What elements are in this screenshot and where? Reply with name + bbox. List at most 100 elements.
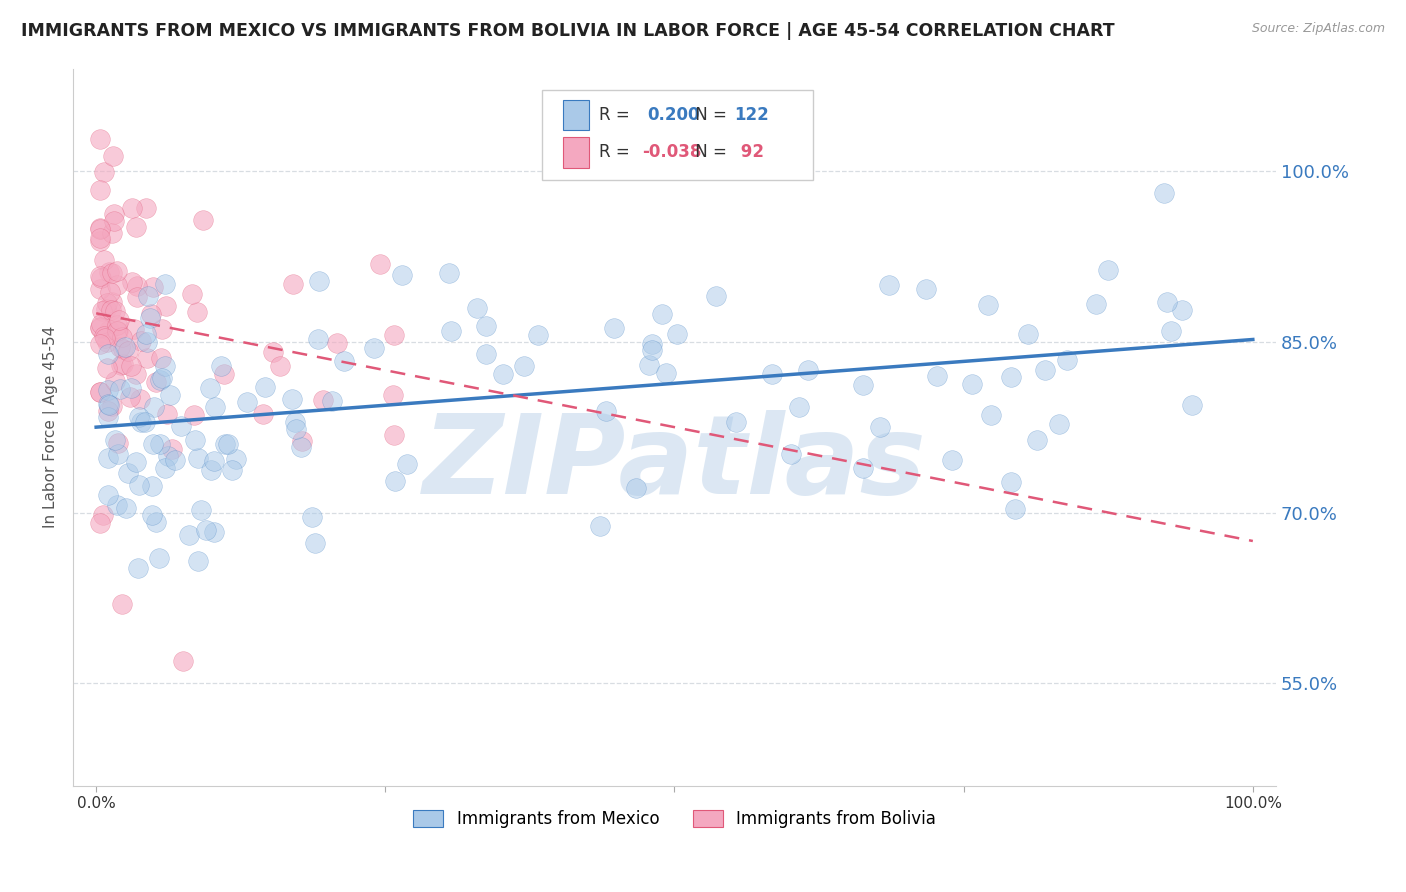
Point bbox=[186, 305, 208, 319]
Point bbox=[184, 433, 207, 447]
Point bbox=[89, 320, 111, 334]
Point bbox=[97, 409, 120, 424]
Point bbox=[787, 400, 810, 414]
Point bbox=[180, 287, 202, 301]
Point bbox=[101, 226, 124, 240]
Text: R =: R = bbox=[599, 106, 634, 124]
Point bbox=[129, 334, 152, 348]
Point bbox=[108, 313, 131, 327]
Point bbox=[105, 263, 128, 277]
Point bbox=[136, 289, 159, 303]
Point bbox=[308, 274, 330, 288]
Point bbox=[382, 388, 405, 402]
Point bbox=[97, 403, 120, 417]
Point bbox=[1153, 186, 1175, 201]
Point bbox=[89, 132, 111, 146]
Point bbox=[103, 149, 125, 163]
Point bbox=[121, 275, 143, 289]
Point bbox=[797, 363, 820, 377]
Point bbox=[96, 296, 118, 310]
Point bbox=[97, 450, 120, 465]
Point bbox=[960, 377, 983, 392]
Point bbox=[1097, 263, 1119, 277]
Point bbox=[97, 397, 120, 411]
Bar bbox=[562, 137, 589, 168]
Point bbox=[382, 427, 405, 442]
Point bbox=[927, 369, 949, 384]
Point bbox=[134, 415, 156, 429]
Point bbox=[111, 357, 134, 371]
Point bbox=[1181, 398, 1204, 412]
Text: R =: R = bbox=[599, 144, 634, 161]
Point bbox=[105, 318, 128, 333]
Point bbox=[869, 420, 891, 434]
Y-axis label: In Labor Force | Age 45-54: In Labor Force | Age 45-54 bbox=[44, 326, 59, 528]
Point bbox=[129, 415, 152, 429]
Point bbox=[153, 277, 176, 292]
Point bbox=[91, 508, 114, 523]
Point bbox=[1171, 302, 1194, 317]
Point bbox=[281, 277, 304, 291]
Point bbox=[89, 282, 111, 296]
Point bbox=[127, 561, 149, 575]
Point bbox=[1156, 295, 1178, 310]
Point bbox=[127, 289, 149, 303]
Point bbox=[139, 307, 162, 321]
Point bbox=[93, 328, 115, 343]
Point bbox=[439, 266, 461, 280]
Point bbox=[89, 234, 111, 248]
Point bbox=[326, 336, 349, 351]
Point bbox=[301, 510, 323, 524]
Point bbox=[187, 450, 209, 465]
Point bbox=[914, 282, 936, 296]
Point bbox=[156, 449, 179, 463]
Point bbox=[90, 317, 112, 331]
Point bbox=[179, 528, 201, 542]
Point bbox=[97, 488, 120, 502]
Point bbox=[117, 466, 139, 480]
Point bbox=[475, 319, 498, 334]
Point bbox=[91, 304, 114, 318]
Point bbox=[96, 360, 118, 375]
Point bbox=[118, 390, 141, 404]
Point bbox=[512, 359, 534, 374]
Point bbox=[225, 451, 247, 466]
Point bbox=[156, 407, 179, 421]
Point bbox=[115, 500, 138, 515]
Point bbox=[263, 345, 285, 359]
Point bbox=[384, 475, 406, 489]
Point bbox=[217, 437, 239, 451]
Point bbox=[290, 440, 312, 454]
Point bbox=[281, 392, 304, 406]
Point bbox=[89, 384, 111, 399]
Point bbox=[148, 551, 170, 566]
Point bbox=[589, 519, 612, 533]
Point bbox=[877, 277, 900, 292]
Point bbox=[852, 378, 875, 392]
Point bbox=[1084, 297, 1107, 311]
Point bbox=[852, 461, 875, 475]
Point bbox=[214, 437, 236, 451]
Point bbox=[236, 395, 259, 409]
Point bbox=[94, 331, 117, 345]
Text: ZIPatlas: ZIPatlas bbox=[423, 409, 927, 516]
Point bbox=[98, 285, 121, 299]
Point bbox=[105, 499, 128, 513]
Point bbox=[761, 368, 783, 382]
Bar bbox=[562, 100, 589, 130]
Point bbox=[1056, 353, 1078, 368]
Text: IMMIGRANTS FROM MEXICO VS IMMIGRANTS FROM BOLIVIA IN LABOR FORCE | AGE 45-54 COR: IMMIGRANTS FROM MEXICO VS IMMIGRANTS FRO… bbox=[21, 22, 1115, 40]
Point bbox=[149, 373, 172, 387]
Point bbox=[127, 278, 149, 293]
Point bbox=[125, 368, 148, 382]
Point bbox=[103, 213, 125, 227]
Point bbox=[1026, 433, 1049, 447]
Point bbox=[187, 554, 209, 568]
Text: 92: 92 bbox=[734, 144, 763, 161]
Point bbox=[212, 367, 235, 381]
Point bbox=[595, 403, 617, 417]
Point bbox=[125, 455, 148, 469]
Point bbox=[221, 462, 243, 476]
Point bbox=[209, 359, 232, 373]
Point bbox=[141, 508, 163, 522]
